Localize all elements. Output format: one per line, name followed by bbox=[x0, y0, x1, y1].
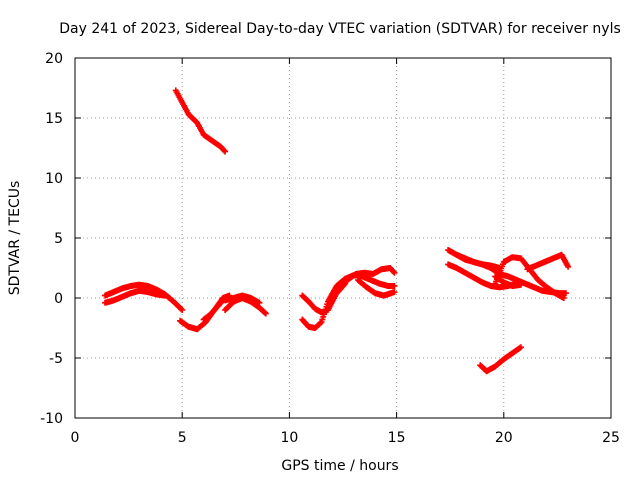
y-axis-label: SDTVAR / TECUs bbox=[7, 181, 23, 296]
data-point bbox=[222, 148, 229, 155]
series-arc-2 bbox=[102, 287, 169, 306]
y-tick-label: 10 bbox=[45, 171, 63, 187]
series-arc-14 bbox=[453, 251, 503, 271]
data-point bbox=[562, 290, 569, 297]
series-arc-16 bbox=[492, 273, 524, 289]
x-tick-label: 20 bbox=[495, 430, 513, 446]
data-point bbox=[162, 292, 169, 299]
data-point bbox=[517, 344, 524, 351]
series-arc-13 bbox=[445, 261, 520, 291]
data-point bbox=[390, 268, 397, 275]
grid bbox=[75, 58, 611, 418]
series-arc-1 bbox=[102, 281, 186, 313]
series-arc-10 bbox=[335, 265, 398, 292]
series-arc-18 bbox=[477, 344, 524, 375]
y-tick-label: 5 bbox=[54, 231, 63, 247]
data-point bbox=[179, 307, 186, 313]
data-point bbox=[262, 310, 269, 317]
series-arc-7 bbox=[222, 292, 263, 306]
data-point bbox=[178, 306, 185, 313]
x-tick-label: 25 bbox=[602, 430, 620, 446]
x-tick-label: 0 bbox=[71, 430, 80, 446]
series-arc-3 bbox=[172, 87, 229, 155]
chart-title: Day 241 of 2023, Sidereal Day-to-day VTE… bbox=[59, 21, 621, 37]
data-point bbox=[565, 263, 572, 270]
y-tick-labels: -10 -5 0 5 10 15 20 bbox=[40, 51, 63, 427]
y-tick-label: -5 bbox=[49, 351, 63, 367]
data-point bbox=[391, 289, 398, 295]
series-arc-11 bbox=[355, 277, 398, 299]
x-tick-label: 5 bbox=[178, 430, 187, 446]
data-point bbox=[391, 269, 398, 276]
data-points bbox=[102, 87, 572, 375]
y-tick-label: 20 bbox=[45, 51, 63, 67]
data-point bbox=[391, 283, 398, 289]
x-tick-label: 10 bbox=[280, 430, 298, 446]
y-tick-label: -10 bbox=[40, 411, 63, 427]
x-tick-labels: 0 5 10 15 20 25 bbox=[71, 430, 620, 446]
series-arc-17 bbox=[524, 251, 572, 273]
data-point bbox=[256, 299, 263, 306]
x-tick-label: 15 bbox=[388, 430, 406, 446]
data-point bbox=[560, 295, 567, 301]
y-tick-label: 0 bbox=[54, 291, 63, 307]
data-point bbox=[221, 147, 228, 154]
series-arc-9 bbox=[299, 280, 349, 316]
x-axis-label: GPS time / hours bbox=[281, 458, 398, 474]
y-tick-label: 15 bbox=[45, 111, 63, 127]
data-point bbox=[517, 281, 524, 288]
axis-ticks bbox=[74, 57, 612, 419]
